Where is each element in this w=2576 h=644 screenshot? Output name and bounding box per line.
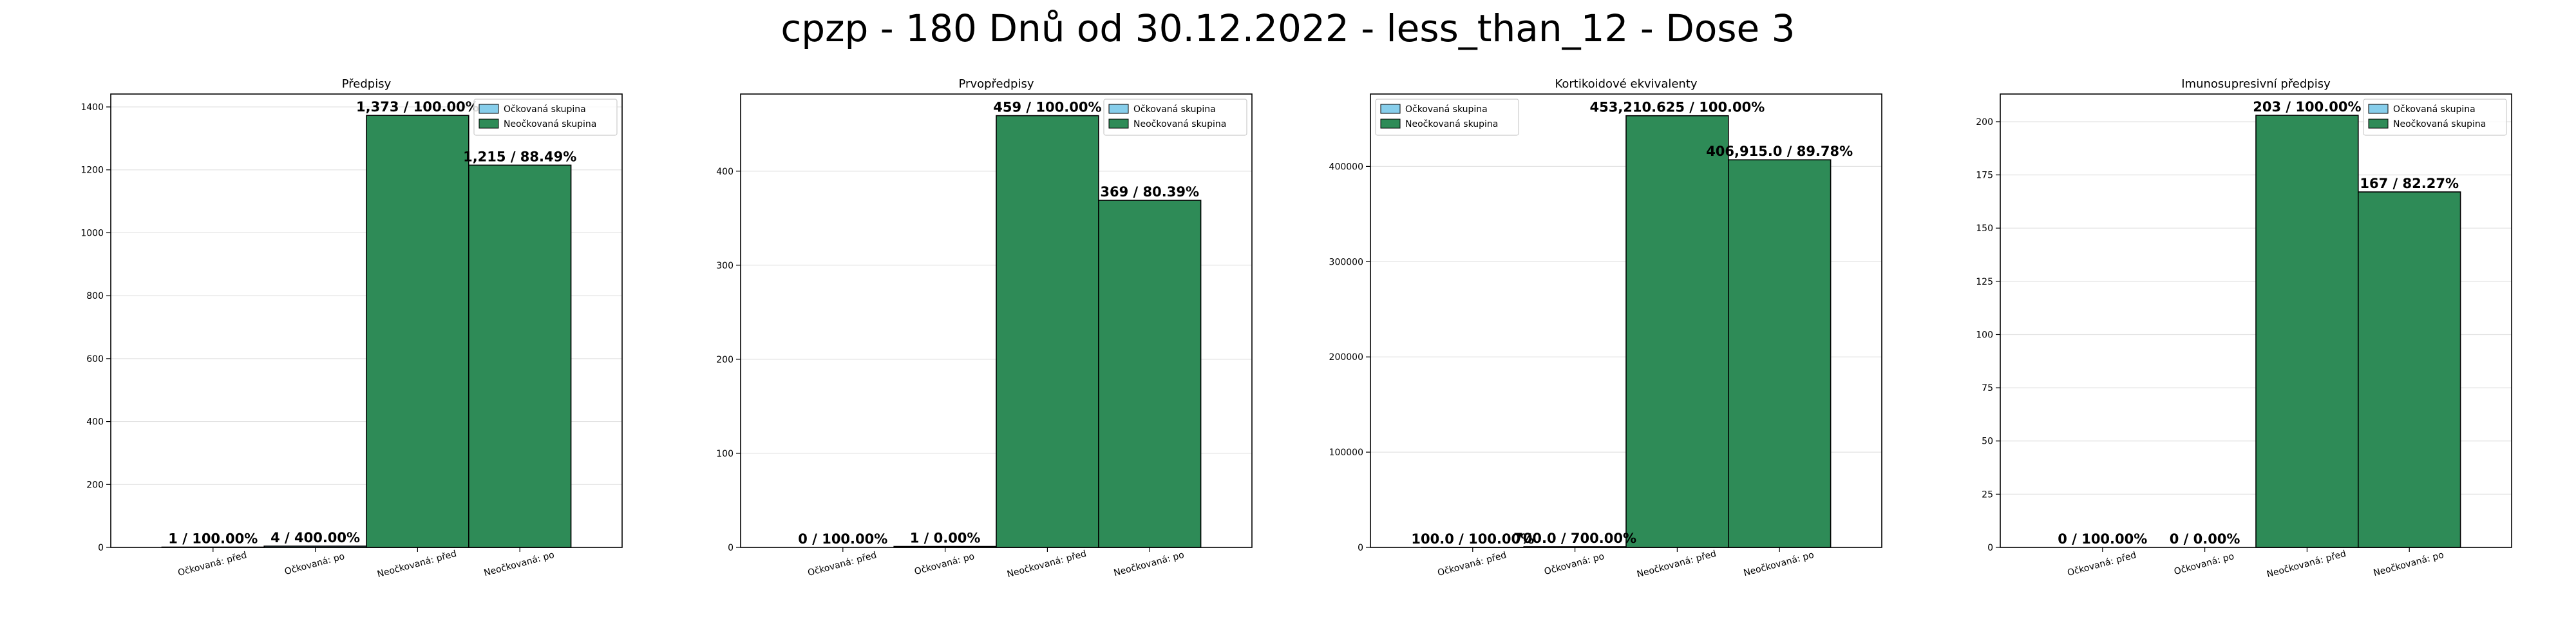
legend [2363, 99, 2507, 136]
legend-swatch [478, 118, 499, 129]
x-tick-label: Neočkovaná: před [2266, 549, 2347, 580]
data-label: 406,915.0 / 89.78% [1706, 144, 1853, 159]
bar-neockovana-pred [2255, 115, 2359, 548]
legend-swatch [1108, 118, 1129, 129]
bar-neockovana-pred [1625, 115, 1729, 548]
y-tick-label: 150 [1976, 223, 1993, 234]
y-tick-label: 100000 [1329, 448, 1363, 458]
x-tick-label: Neočkovaná: po [2372, 550, 2445, 579]
y-tick-label: 200 [86, 480, 104, 490]
chart-title: Prvopředpisy [959, 77, 1034, 91]
data-label: 1,373 / 100.00% [356, 99, 479, 115]
y-tick-label: 400 [86, 417, 104, 428]
y-tick-label: 0 [1358, 543, 1363, 553]
data-label: 453,210.625 / 100.00% [1589, 100, 1765, 115]
x-tick-label: Očkovaná: po [2173, 551, 2235, 577]
y-tick-label: 400000 [1329, 162, 1363, 172]
x-tick-label: Očkovaná: před [2066, 550, 2137, 578]
axes-frame [1370, 93, 1882, 548]
legend-label: Očkovaná skupina [504, 104, 586, 115]
legend-swatch [478, 104, 499, 114]
figure-title: cpzp - 180 Dnů od 30.12.2022 - less_than… [781, 6, 1795, 50]
bar-neockovana-pred [996, 115, 1099, 548]
y-tick-label: 175 [1976, 171, 1993, 181]
legend-label: Neočkovaná skupina [504, 119, 596, 129]
legend-swatch [2368, 118, 2389, 129]
y-tick-label: 1000 [80, 228, 104, 238]
legend [1375, 99, 1519, 136]
legend-label: Neočkovaná skupina [2393, 119, 2486, 129]
data-label: 459 / 100.00% [993, 100, 1101, 115]
y-tick-label: 300 [716, 261, 734, 271]
axes-frame [740, 93, 1253, 548]
bar-neockovana-po [2358, 191, 2461, 548]
data-label: 0 / 100.00% [2058, 531, 2147, 547]
y-tick-label: 0 [1987, 543, 1993, 553]
y-tick-label: 100 [716, 449, 734, 459]
y-tick-label: 200000 [1329, 352, 1363, 363]
bar-neockovana-po [468, 164, 572, 548]
data-label: 1 / 100.00% [168, 531, 258, 547]
data-label: 167 / 82.27% [2360, 176, 2459, 191]
y-tick-label: 0 [728, 543, 734, 553]
y-tick-label: 50 [1982, 437, 1993, 447]
data-label: 4 / 400.00% [270, 530, 360, 545]
y-tick-label: 0 [98, 543, 104, 553]
legend-label: Očkovaná skupina [2393, 104, 2476, 115]
y-tick-label: 200 [716, 355, 734, 365]
legend-swatch [1380, 118, 1401, 129]
legend-swatch [2368, 104, 2389, 114]
data-label: 203 / 100.00% [2253, 99, 2361, 115]
data-label: 1 / 0.00% [910, 531, 981, 546]
legend [1103, 99, 1247, 136]
y-tick-label: 25 [1982, 489, 1993, 500]
y-tick-label: 400 [716, 167, 734, 177]
chart-title: Předpisy [342, 77, 392, 91]
y-tick-label: 300000 [1329, 257, 1363, 267]
bar-neockovana-po [1098, 200, 1202, 548]
y-tick-label: 200 [1976, 117, 1993, 128]
y-tick-label: 125 [1976, 277, 1993, 287]
legend-swatch [1380, 104, 1401, 114]
data-label: 369 / 80.39% [1100, 184, 1199, 200]
legend [473, 99, 618, 136]
y-tick-label: 1200 [80, 166, 104, 176]
data-label: 0 / 0.00% [2170, 531, 2240, 547]
y-tick-label: 100 [1976, 330, 1993, 340]
legend-label: Očkovaná skupina [1405, 104, 1488, 115]
bar-neockovana-pred [366, 115, 469, 548]
data-label: 100.0 / 100.00% [1411, 531, 1534, 547]
legend-label: Neočkovaná skupina [1133, 119, 1226, 129]
legend-label: Očkovaná skupina [1133, 104, 1216, 115]
legend-swatch [1108, 104, 1129, 114]
y-tick-label: 75 [1982, 383, 1993, 393]
y-tick-label: 800 [86, 291, 104, 301]
data-label: 1,215 / 88.49% [463, 149, 576, 164]
y-tick-label: 600 [86, 354, 104, 365]
y-tick-label: 1400 [80, 102, 104, 113]
data-label: 0 / 100.00% [798, 531, 887, 547]
legend-label: Neočkovaná skupina [1405, 119, 1498, 129]
chart-title: Imunosupresivní předpisy [2181, 77, 2331, 91]
axes-frame [2000, 93, 2512, 548]
data-label: 700.0 / 700.00% [1513, 531, 1636, 546]
axes-frame [110, 93, 623, 548]
chart-title: Kortikoidové ekvivalenty [1555, 77, 1697, 91]
